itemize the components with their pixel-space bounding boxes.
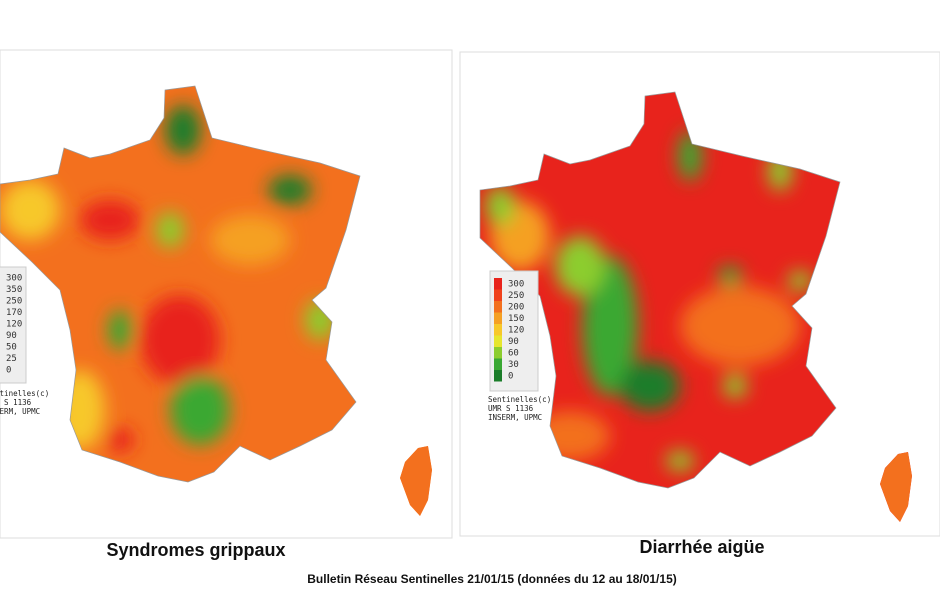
legend-swatch [494,358,502,370]
legend-label: 120 [6,320,22,330]
legend-label: 25 [6,354,17,364]
legend-label: 120 [508,326,524,336]
legend-swatch [494,278,502,290]
legend-label: 250 [508,291,524,301]
legend-swatch [494,289,502,301]
legend-label: 300 [508,280,524,290]
legend-label: 90 [508,337,519,347]
legend-label: 60 [508,349,519,359]
credit: Sentinelles(c) [0,389,49,398]
legend-label: 50 [6,343,17,353]
legend-swatch [494,370,502,382]
legend-label: 150 [508,314,524,324]
legend-label: 300 [6,274,22,284]
legend-label: 350 [6,285,22,295]
credit: INSERM, UPMC [488,413,542,422]
legend-label: 0 [6,366,11,376]
credit: INSERM, UPMC [0,407,40,416]
legend-label: 90 [6,331,17,341]
legend-swatch [494,301,502,313]
credit: Sentinelles(c) [488,395,551,404]
legend-label: 170 [6,308,22,318]
legend-swatch [494,324,502,336]
credit: UMR S 1136 [0,398,32,407]
legend-label: 0 [508,372,513,382]
footer: Bulletin Réseau Sentinelles 21/01/15 (do… [307,572,677,586]
legend-label: 200 [508,303,524,313]
legend-label: 30 [508,360,519,370]
legend-swatch [494,335,502,347]
legend-label: 250 [6,297,22,307]
credit: UMR S 1136 [488,404,534,413]
caption: Syndromes grippaux [106,540,285,560]
legend-swatch [494,347,502,359]
caption: Diarrhée aigüe [639,537,764,557]
legend-swatch [494,312,502,324]
